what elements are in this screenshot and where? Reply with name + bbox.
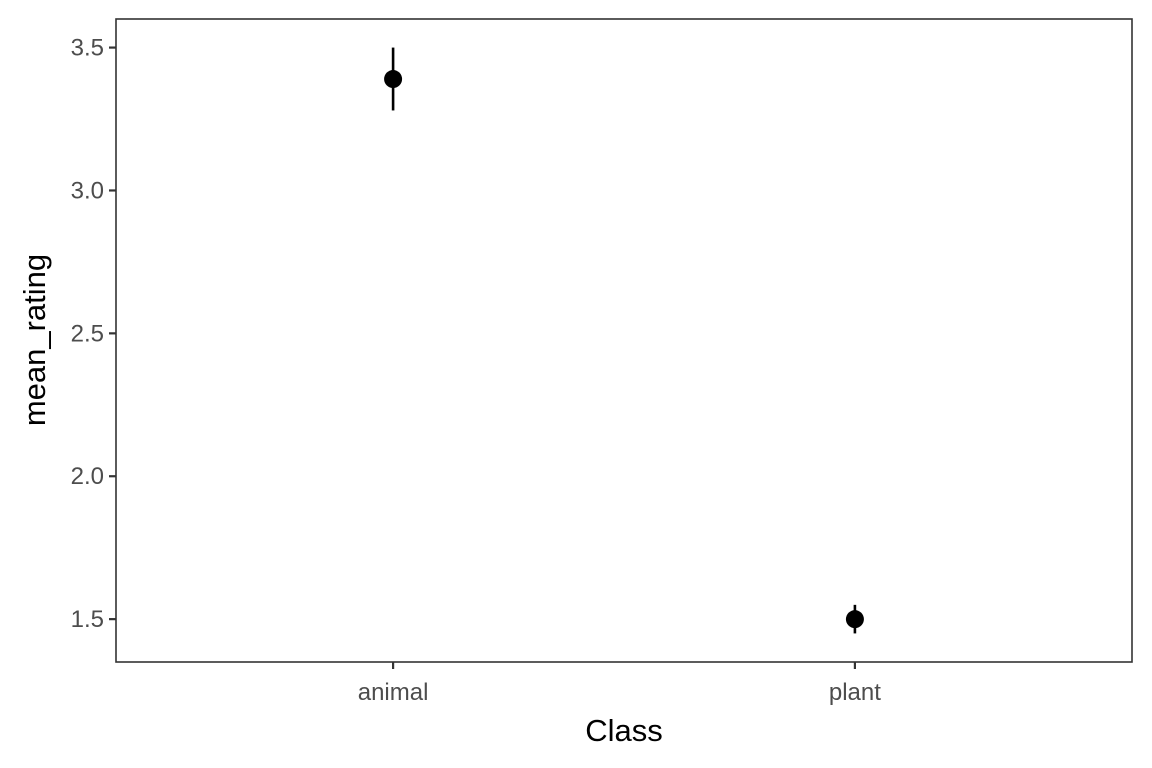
- x-tick-label: animal: [358, 679, 429, 706]
- x-axis-title: Class: [585, 713, 663, 748]
- y-tick-label: 2.5: [71, 320, 104, 347]
- y-tick-label: 3.5: [71, 35, 104, 62]
- x-tick-label: plant: [829, 679, 881, 706]
- data-point-animal: [384, 70, 403, 89]
- data-point-plant: [845, 610, 864, 629]
- y-axis: 1.5 2.0 2.5 3.0 3.5: [71, 35, 116, 633]
- y-tick-label: 1.5: [71, 606, 104, 633]
- y-tick-label: 2.0: [71, 463, 104, 490]
- data-marks: [384, 47, 864, 634]
- y-tick-label: 3.0: [71, 177, 104, 204]
- y-axis-title: mean_rating: [17, 254, 52, 426]
- plot-panel: [115, 18, 1133, 663]
- x-axis: animal plant: [358, 662, 881, 706]
